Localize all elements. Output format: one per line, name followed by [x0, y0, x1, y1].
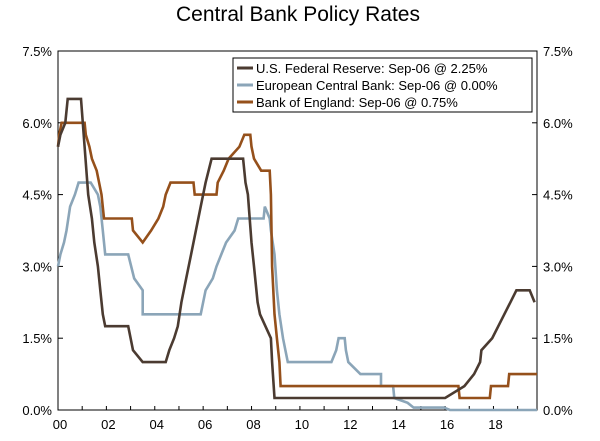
y-tick-label-right: 7.5%: [543, 44, 573, 59]
y-tick-label-right: 1.5%: [543, 331, 573, 346]
legend-label: European Central Bank: Sep-06 @ 0.00%: [256, 78, 498, 93]
y-tick-label-right: 6.0%: [543, 116, 573, 131]
y-tick-label-right: 0.0%: [543, 403, 573, 418]
series-line-0: [56, 97, 536, 400]
x-tick-label: 12: [343, 417, 357, 432]
series-line-1: [56, 181, 537, 412]
x-tick-label: 14: [391, 417, 405, 432]
x-tick-label: 02: [101, 417, 115, 432]
y-tick-label-left: 6.0%: [22, 116, 52, 131]
y-tick-label-left: 4.5%: [22, 188, 52, 203]
x-tick-label: 06: [198, 417, 212, 432]
y-tick-label-left: 3.0%: [22, 259, 52, 274]
chart-title: Central Bank Policy Rates: [176, 3, 420, 26]
x-tick-label: 10: [295, 417, 309, 432]
legend-label: U.S. Federal Reserve: Sep-06 @ 2.25%: [256, 61, 488, 76]
y-tick-label-left: 7.5%: [22, 44, 52, 59]
y-tick-label-left: 0.0%: [22, 403, 52, 418]
y-tick-label-left: 1.5%: [22, 331, 52, 346]
legend-box: [232, 57, 533, 113]
legend: U.S. Federal Reserve: Sep-06 @ 2.25% Euro…: [232, 57, 533, 113]
x-tick-label: 16: [440, 417, 454, 432]
series-layer: [56, 97, 537, 412]
series-line-2: [56, 121, 537, 400]
y-tick-label-right: 4.5%: [543, 188, 573, 203]
x-tick-label: 08: [246, 417, 260, 432]
x-tick-label: 18: [488, 417, 502, 432]
plot-frame: [57, 50, 538, 411]
legend-label: Bank of England: Sep-06 @ 0.75%: [256, 95, 458, 110]
x-tick-label: 04: [150, 417, 164, 432]
axes-layer: 0.0% 0.0% 1.5% 1.5% 3.0% 3.0% 4.5% 4.5% 6.0% 6.0%…: [22, 44, 573, 432]
y-tick-label-right: 3.0%: [543, 259, 573, 274]
x-tick-label: 00: [53, 417, 67, 432]
